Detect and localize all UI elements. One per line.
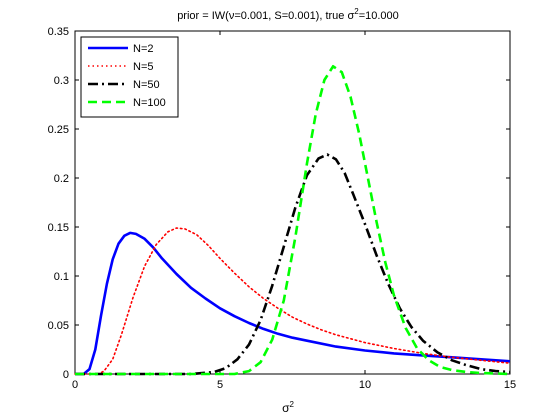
chart-title-suffix: =10.000	[359, 10, 399, 22]
x-axis-label: σ2	[282, 400, 294, 415]
y-tick-label: 0.35	[48, 26, 69, 38]
series-line-n-50	[75, 153, 511, 376]
x-tick-label: 0	[72, 379, 78, 391]
legend-label: N=100	[133, 97, 166, 109]
series-line-n-5	[74, 227, 511, 375]
x-tick-label: 5	[217, 379, 223, 391]
x-tick-label: 15	[504, 379, 516, 391]
legend-label: N=5	[133, 61, 154, 73]
legend: N=2 N=5 N=50 N=100	[80, 36, 179, 118]
chart-title: prior = IW(ν=0.001, S=0.001), true σ2=10…	[177, 7, 399, 22]
y-tick-label: 0.3	[54, 75, 69, 87]
series-line-n-2	[75, 231, 511, 376]
legend-label: N=2	[133, 43, 154, 55]
axis-ticks: 0 5 10 15 0 0.05 0.1 0.15 0.2 0.25 0.3 0.35	[48, 26, 517, 391]
legend-label: N=50	[133, 79, 160, 91]
y-tick-label: 0.15	[48, 222, 69, 234]
chart-title-main: prior = IW(ν=0.001, S=0.001), true σ	[177, 10, 354, 22]
x-axis-label-base: σ	[282, 401, 290, 415]
y-tick-label: 0.25	[48, 124, 69, 136]
series-layer	[74, 65, 511, 376]
chart-title-superscript: 2	[354, 7, 359, 16]
y-tick-label: 0	[63, 369, 69, 381]
x-axis-label-superscript: 2	[289, 400, 294, 409]
y-tick-label: 0.2	[54, 173, 69, 185]
x-tick-label: 10	[359, 379, 371, 391]
series-line-n-100	[75, 65, 511, 376]
y-tick-label: 0.1	[54, 271, 69, 283]
y-tick-label: 0.05	[48, 320, 69, 332]
legend-box	[80, 36, 179, 118]
